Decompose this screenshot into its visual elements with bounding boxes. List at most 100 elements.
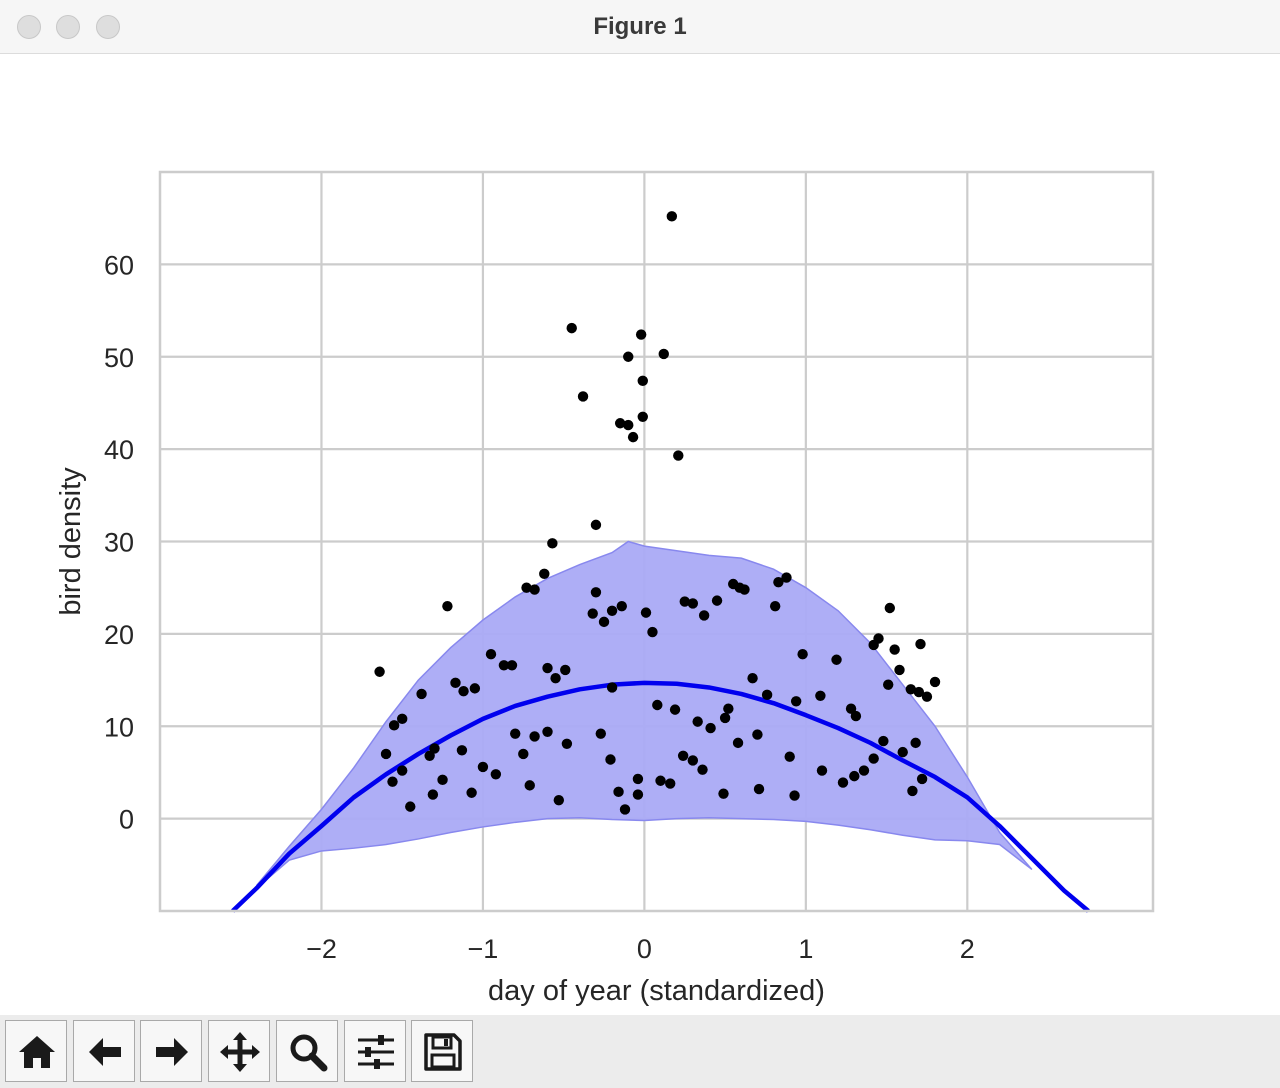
data-point — [705, 722, 716, 734]
y-tick-label: 30 — [104, 528, 134, 558]
data-point — [490, 769, 502, 780]
data-point — [542, 726, 553, 737]
data-point — [752, 729, 763, 740]
configure-subplots-button[interactable] — [344, 1020, 406, 1082]
data-point — [647, 626, 658, 638]
data-point — [666, 211, 678, 222]
data-point — [784, 751, 795, 762]
data-point — [637, 411, 648, 422]
forward-button[interactable] — [140, 1020, 202, 1082]
data-point — [858, 765, 870, 776]
data-point — [590, 587, 602, 598]
data-point — [456, 745, 468, 756]
y-tick-label: 20 — [104, 620, 134, 650]
data-point — [687, 598, 699, 609]
y-tick-label: 40 — [104, 435, 134, 465]
points — [374, 211, 941, 815]
data-point — [442, 600, 453, 612]
data-point — [623, 419, 634, 431]
data-point — [587, 608, 598, 619]
data-point — [915, 638, 926, 650]
data-point — [424, 750, 435, 762]
x-axis-label: day of year (standardized) — [488, 975, 825, 1007]
close-window-button[interactable] — [17, 15, 41, 39]
data-point — [697, 764, 708, 775]
data-point — [605, 754, 616, 765]
data-point — [652, 699, 663, 711]
data-point — [561, 738, 573, 750]
data-point — [815, 690, 826, 701]
y-ticks: 0 10 20 30 40 50 60 — [104, 250, 134, 834]
data-point — [632, 789, 644, 800]
data-point — [732, 737, 744, 749]
data-point — [396, 713, 408, 725]
x-tick-label: 2 — [960, 934, 975, 964]
data-point — [761, 689, 773, 701]
data-point — [831, 654, 842, 665]
floppy-disk-icon — [424, 1033, 462, 1071]
data-point — [396, 765, 408, 776]
data-point — [416, 688, 427, 700]
pan-button[interactable] — [208, 1020, 270, 1082]
data-point — [873, 633, 884, 644]
chart: −2 −1 0 1 2 0 10 20 30 40 50 60 day of year (stand… — [55, 170, 1155, 1007]
arrow-left-icon — [89, 1038, 121, 1066]
x-tick-label: −1 — [468, 934, 499, 964]
data-point — [640, 607, 652, 618]
data-point — [380, 748, 392, 760]
data-point — [510, 728, 521, 739]
data-point — [637, 375, 648, 386]
data-point — [529, 584, 540, 595]
data-point — [837, 777, 849, 788]
data-point — [547, 538, 558, 549]
data-point — [718, 788, 729, 799]
data-point — [845, 703, 857, 714]
data-point — [614, 418, 626, 429]
data-point — [734, 582, 745, 593]
data-point — [450, 677, 461, 689]
data-point — [916, 773, 928, 785]
data-point — [606, 605, 618, 616]
save-button[interactable] — [411, 1020, 473, 1082]
data-point — [790, 696, 802, 707]
y-tick-label: 50 — [104, 343, 134, 373]
toolbar — [0, 1015, 1280, 1088]
sliders-icon — [358, 1035, 394, 1069]
data-point — [692, 716, 703, 727]
data-point — [521, 582, 532, 593]
data-point — [773, 576, 784, 588]
data-point — [613, 786, 624, 798]
data-point — [550, 673, 561, 684]
data-point — [539, 568, 550, 580]
data-point — [616, 600, 627, 612]
data-point — [723, 703, 734, 714]
data-point — [849, 770, 860, 782]
data-point — [542, 662, 553, 674]
back-button[interactable] — [73, 1020, 135, 1082]
minimize-window-button[interactable] — [56, 15, 80, 39]
figure-canvas[interactable]: −2 −1 0 1 2 0 10 20 30 40 50 60 day of year (stand… — [0, 55, 1280, 1015]
y-tick-label: 0 — [119, 805, 134, 835]
zoom-button[interactable] — [276, 1020, 338, 1082]
data-point — [518, 748, 529, 760]
data-point — [553, 794, 565, 806]
data-point — [506, 660, 518, 671]
data-point — [469, 683, 481, 694]
data-point — [769, 600, 781, 612]
data-point — [905, 684, 917, 695]
data-point — [907, 785, 918, 797]
data-point — [665, 778, 676, 789]
home-button[interactable] — [5, 1020, 67, 1082]
data-point — [466, 787, 477, 798]
data-point — [677, 750, 689, 762]
window-title: Figure 1 — [593, 13, 687, 40]
data-point — [374, 666, 385, 677]
data-point — [598, 616, 610, 628]
data-point — [635, 329, 647, 340]
x-ticks: −2 −1 0 1 2 — [306, 934, 975, 964]
data-point — [498, 660, 510, 671]
zoom-window-button[interactable] — [96, 15, 120, 39]
x-tick-label: −2 — [306, 934, 337, 964]
plot-frame — [158, 170, 1155, 913]
